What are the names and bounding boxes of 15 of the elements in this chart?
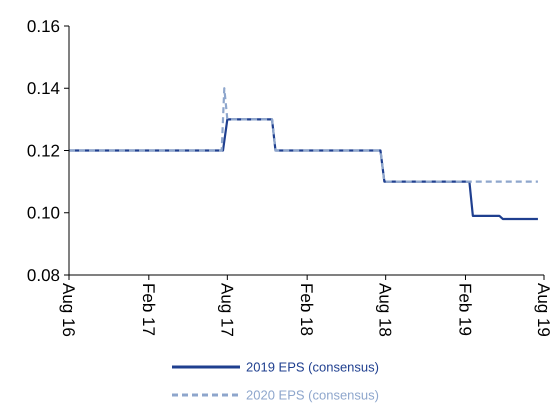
x-tick-label: Aug 19 [534,283,552,337]
y-tick-label: 0.10 [26,204,60,223]
y-tick-label: 0.12 [26,141,60,160]
y-tick-label: 0.16 [26,16,60,36]
x-tick-label: Aug 18 [376,283,395,337]
x-tick-label: Feb 17 [138,283,158,336]
x-tick-label: Aug 16 [59,283,78,337]
line-series [68,87,540,183]
y-tick-label: 0.14 [26,79,60,98]
x-tick-label: Feb 19 [456,283,475,336]
x-tick-label: Feb 18 [297,283,316,336]
text: 2019 EPS (consensus) [246,360,379,375]
y-tick-label: 0.08 [26,266,60,285]
x-tick-label: Aug 17 [217,283,236,337]
legend-label: 2020 EPS (consensus) [246,388,379,403]
